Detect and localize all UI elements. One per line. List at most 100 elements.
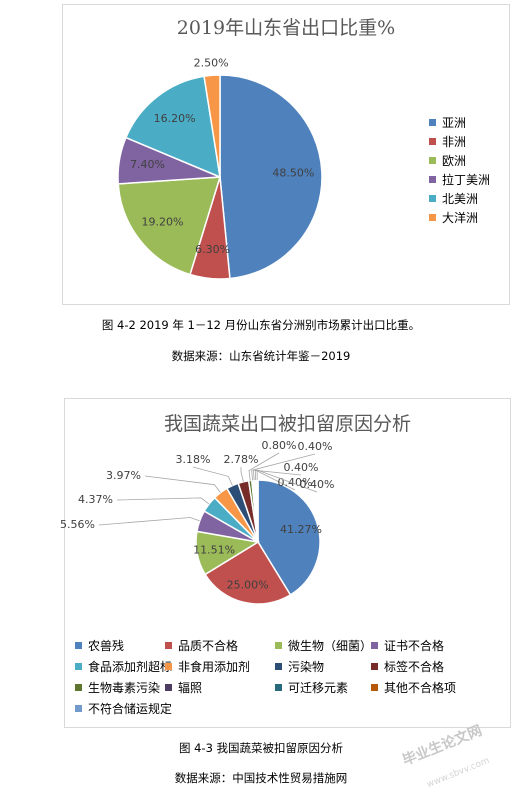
legend-label: 其他不合格项 [384,681,457,695]
legend-swatch [75,705,82,712]
chart-panel-export-share: 2019年山东省出口比重% 48.50% 6.30% 19.20% 7.40% 16.2… [62,4,510,305]
data-label: 7.40% [130,158,165,171]
data-label: 19.20% [141,216,183,229]
legend-label: 可迁移元素 [288,681,349,695]
legend-label: 标签不合格 [384,660,445,674]
legend-swatch [165,642,172,649]
pie-slice [117,176,222,276]
legend-swatch [275,684,282,691]
legend-label: 证书不合格 [384,639,445,653]
legend-label: 生物毒素污染 [88,681,161,695]
leader-line [256,469,318,493]
legend-label: 欧洲 [442,154,467,168]
legend-item: 标签不合格 [371,658,444,675]
leader-line [98,517,200,526]
leader-line [192,466,233,486]
data-label: 4.37% [78,493,113,506]
legend-swatch [429,176,436,183]
data-label: 2.50% [194,56,229,69]
pie-slice [124,75,221,179]
data-label: 11.51% [193,543,235,556]
legend-item: 食品添加剂超标 [75,658,172,675]
legend-item: 拉丁美洲 [429,170,490,189]
legend-label: 大洋洲 [442,211,479,225]
legend-label: 不符合储运规定 [88,702,173,716]
legend-item: 欧洲 [429,151,490,170]
figure-caption: 图 4-3 我国蔬菜被扣留原因分析 [178,741,344,755]
legend-swatch [429,214,436,221]
legend-swatch [165,663,172,670]
legend-label: 食品添加剂超标 [88,660,173,674]
legend-item: 农兽残 [75,637,124,654]
legend-item: 微生物（细菌） [275,637,372,654]
legend-item: 品质不合格 [165,637,238,654]
data-label: 0.40% [298,440,333,453]
data-label: 0.40% [300,478,335,491]
leader-line [240,466,244,482]
legend-swatch [429,119,436,126]
legend-label: 微生物（细菌） [288,639,373,653]
data-source: 数据来源：山东省统计年鉴－2019 [171,349,351,363]
legend-label: 亚洲 [442,116,467,130]
data-label: 3.18% [176,453,211,466]
legend-item: 大洋洲 [429,208,490,227]
chart-title: 2019年山东省出口比重% [176,17,396,39]
data-label: 0.40% [284,461,319,474]
data-label: 0.40% [278,476,313,489]
legend-swatch [275,642,282,649]
legend-item: 北美洲 [429,189,490,208]
pie-slice [204,540,292,605]
legend-label: 品质不合格 [178,639,239,653]
legend-swatch [275,663,282,670]
legend-swatch [371,642,378,649]
chart-panel-detention-reasons: 我国蔬菜出口被扣留原因分析 41.27% 25.00% 11.51% 5.56% 4.3… [60,398,511,728]
chart-title: 我国蔬菜出口被扣留原因分析 [163,413,411,435]
legend-swatch [371,663,378,670]
legend-swatch [429,195,436,202]
legend-swatch [429,138,436,145]
legend-item: 不符合储运规定 [75,700,172,717]
figure-caption: 图 4-2 2019 年 1－12 月份山东省分洲别市场累计出口比重。 [101,318,421,332]
leader-line [144,475,221,493]
legend-label: 农兽残 [88,639,125,653]
leader-line [253,469,302,481]
leader-line [254,469,296,491]
data-label: 41.27% [280,523,322,536]
pie-slice [203,74,221,178]
legend-label: 非洲 [442,135,467,149]
legend-item: 非食用添加剂 [165,658,250,675]
data-label: 6.30% [195,243,230,256]
legend-swatch [75,642,82,649]
legend-item: 可迁移元素 [275,679,348,696]
legend-swatch [429,157,436,164]
legend-swatch [371,684,378,691]
pie-chart-export-share: 48.50% 6.30% 19.20% 7.40% 16.20% 2.50% [117,56,323,280]
legend-item: 亚洲 [429,113,490,132]
legend-swatch [75,663,82,670]
data-label: 3.97% [106,469,141,482]
data-label: 2.78% [224,453,259,466]
data-label: 0.80% [262,439,297,452]
data-label: 25.00% [227,578,269,591]
legend-item: 辐照 [165,679,202,696]
data-label: 16.20% [154,112,196,125]
legend-swatch [165,684,172,691]
pie-slice [219,74,323,280]
data-label: 5.56% [60,518,95,531]
legend-item: 非洲 [429,132,490,151]
legend-item: 污染物 [275,658,324,675]
leader-line [248,452,280,481]
data-label: 48.50% [272,166,314,179]
legend-item: 其他不合格项 [371,679,456,696]
legend: 亚洲非洲欧洲拉丁美洲北美洲大洋洲 [429,113,490,227]
leader-line [116,497,210,505]
legend-item: 证书不合格 [371,637,444,654]
legend-label: 辐照 [178,681,203,695]
legend-label: 污染物 [288,660,325,674]
legend-label: 非食用添加剂 [178,660,251,674]
legend-label: 北美洲 [442,192,479,206]
legend-label: 拉丁美洲 [442,173,491,187]
pie-chart-detention-reasons: 41.27% 25.00% 11.51% 5.56% 4.37% 3.97% 3.18% 2.… [60,439,335,605]
leader-line [251,453,316,481]
legend-item: 生物毒素污染 [75,679,160,696]
